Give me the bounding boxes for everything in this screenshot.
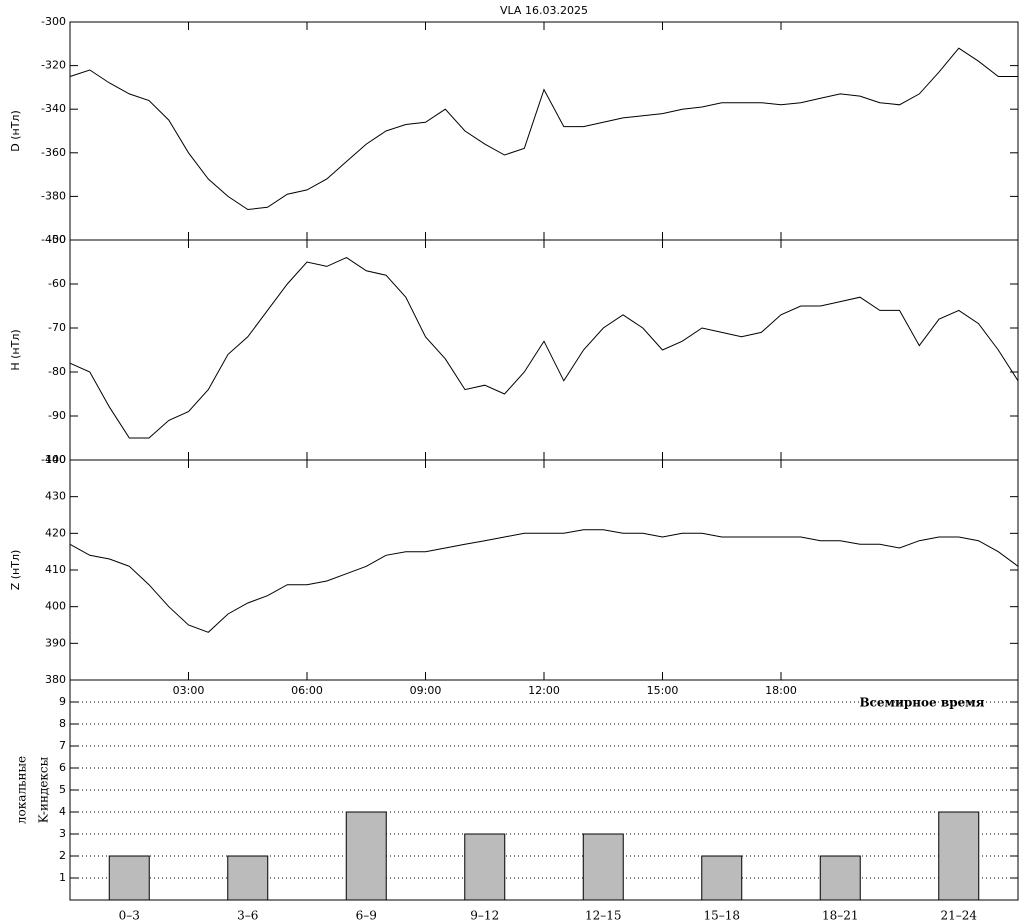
y-axis-label: H (нТл) [9,329,22,370]
x-tick-label: 0–3 [119,909,140,921]
y-tick-label: 3 [59,827,66,840]
y-tick-label: 380 [45,673,66,686]
y-tick-label: 430 [45,490,66,503]
bar [819,855,861,901]
x-tick-label: 6–9 [356,909,377,921]
x-tick-label: 15–18 [703,909,740,921]
y-tick-label: 6 [59,761,66,774]
y-tick-label: -380 [41,189,66,202]
x-tick-label: 3–6 [237,909,258,921]
y-tick-label: 5 [59,783,66,796]
bar [464,833,506,901]
x-tick-label: 12:00 [528,684,560,697]
bar [701,855,743,901]
y-axis-label: Z (нТл) [9,550,22,591]
chart-title: VLA 16.03.2025 [500,4,588,17]
y-tick-label: -50 [48,233,66,246]
y-axis-label: локальные [15,756,29,824]
y-tick-label: -60 [48,277,66,290]
y-tick-label: 7 [59,739,66,752]
y-tick-label: -320 [41,59,66,72]
y-tick-label: 400 [45,600,66,613]
y-tick-label: -300 [41,15,66,28]
x-tick-label: 15:00 [647,684,679,697]
y-tick-label: 440 [45,453,66,466]
y-tick-label: -360 [41,146,66,159]
y-tick-label: -80 [48,365,66,378]
y-tick-label: 2 [59,849,66,862]
y-tick-label: 9 [59,695,66,708]
y-tick-label: -70 [48,321,66,334]
y-tick-label: 410 [45,563,66,576]
y-axis-label: K-индексы [37,756,51,823]
y-tick-label: 420 [45,526,66,539]
y-tick-label: -100 [41,453,66,466]
x-tick-label: 9–12 [470,909,499,921]
bar [227,855,269,901]
y-tick-label: -90 [48,409,66,422]
bar [345,811,387,901]
y-tick-label: 1 [59,871,66,884]
x-tick-label: 21–24 [940,909,977,921]
x-tick-label: 03:00 [173,684,205,697]
x-tick-label: 06:00 [291,684,323,697]
data-line [69,529,1019,633]
bar [108,855,150,901]
bar [938,811,980,901]
x-tick-label: 18–21 [822,909,859,921]
data-line [69,47,1018,211]
x-tick-label: 09:00 [410,684,442,697]
y-tick-label: -400 [41,233,66,246]
y-tick-label: 8 [59,717,66,730]
x-tick-label: 12–15 [585,909,622,921]
y-tick-label: -340 [41,102,66,115]
bar [582,833,624,901]
x-tick-label: 18:00 [765,684,797,697]
data-line [69,257,1019,439]
y-tick-label: 4 [59,805,66,818]
y-axis-label: D (нТл) [9,110,22,152]
y-tick-label: 390 [45,636,66,649]
